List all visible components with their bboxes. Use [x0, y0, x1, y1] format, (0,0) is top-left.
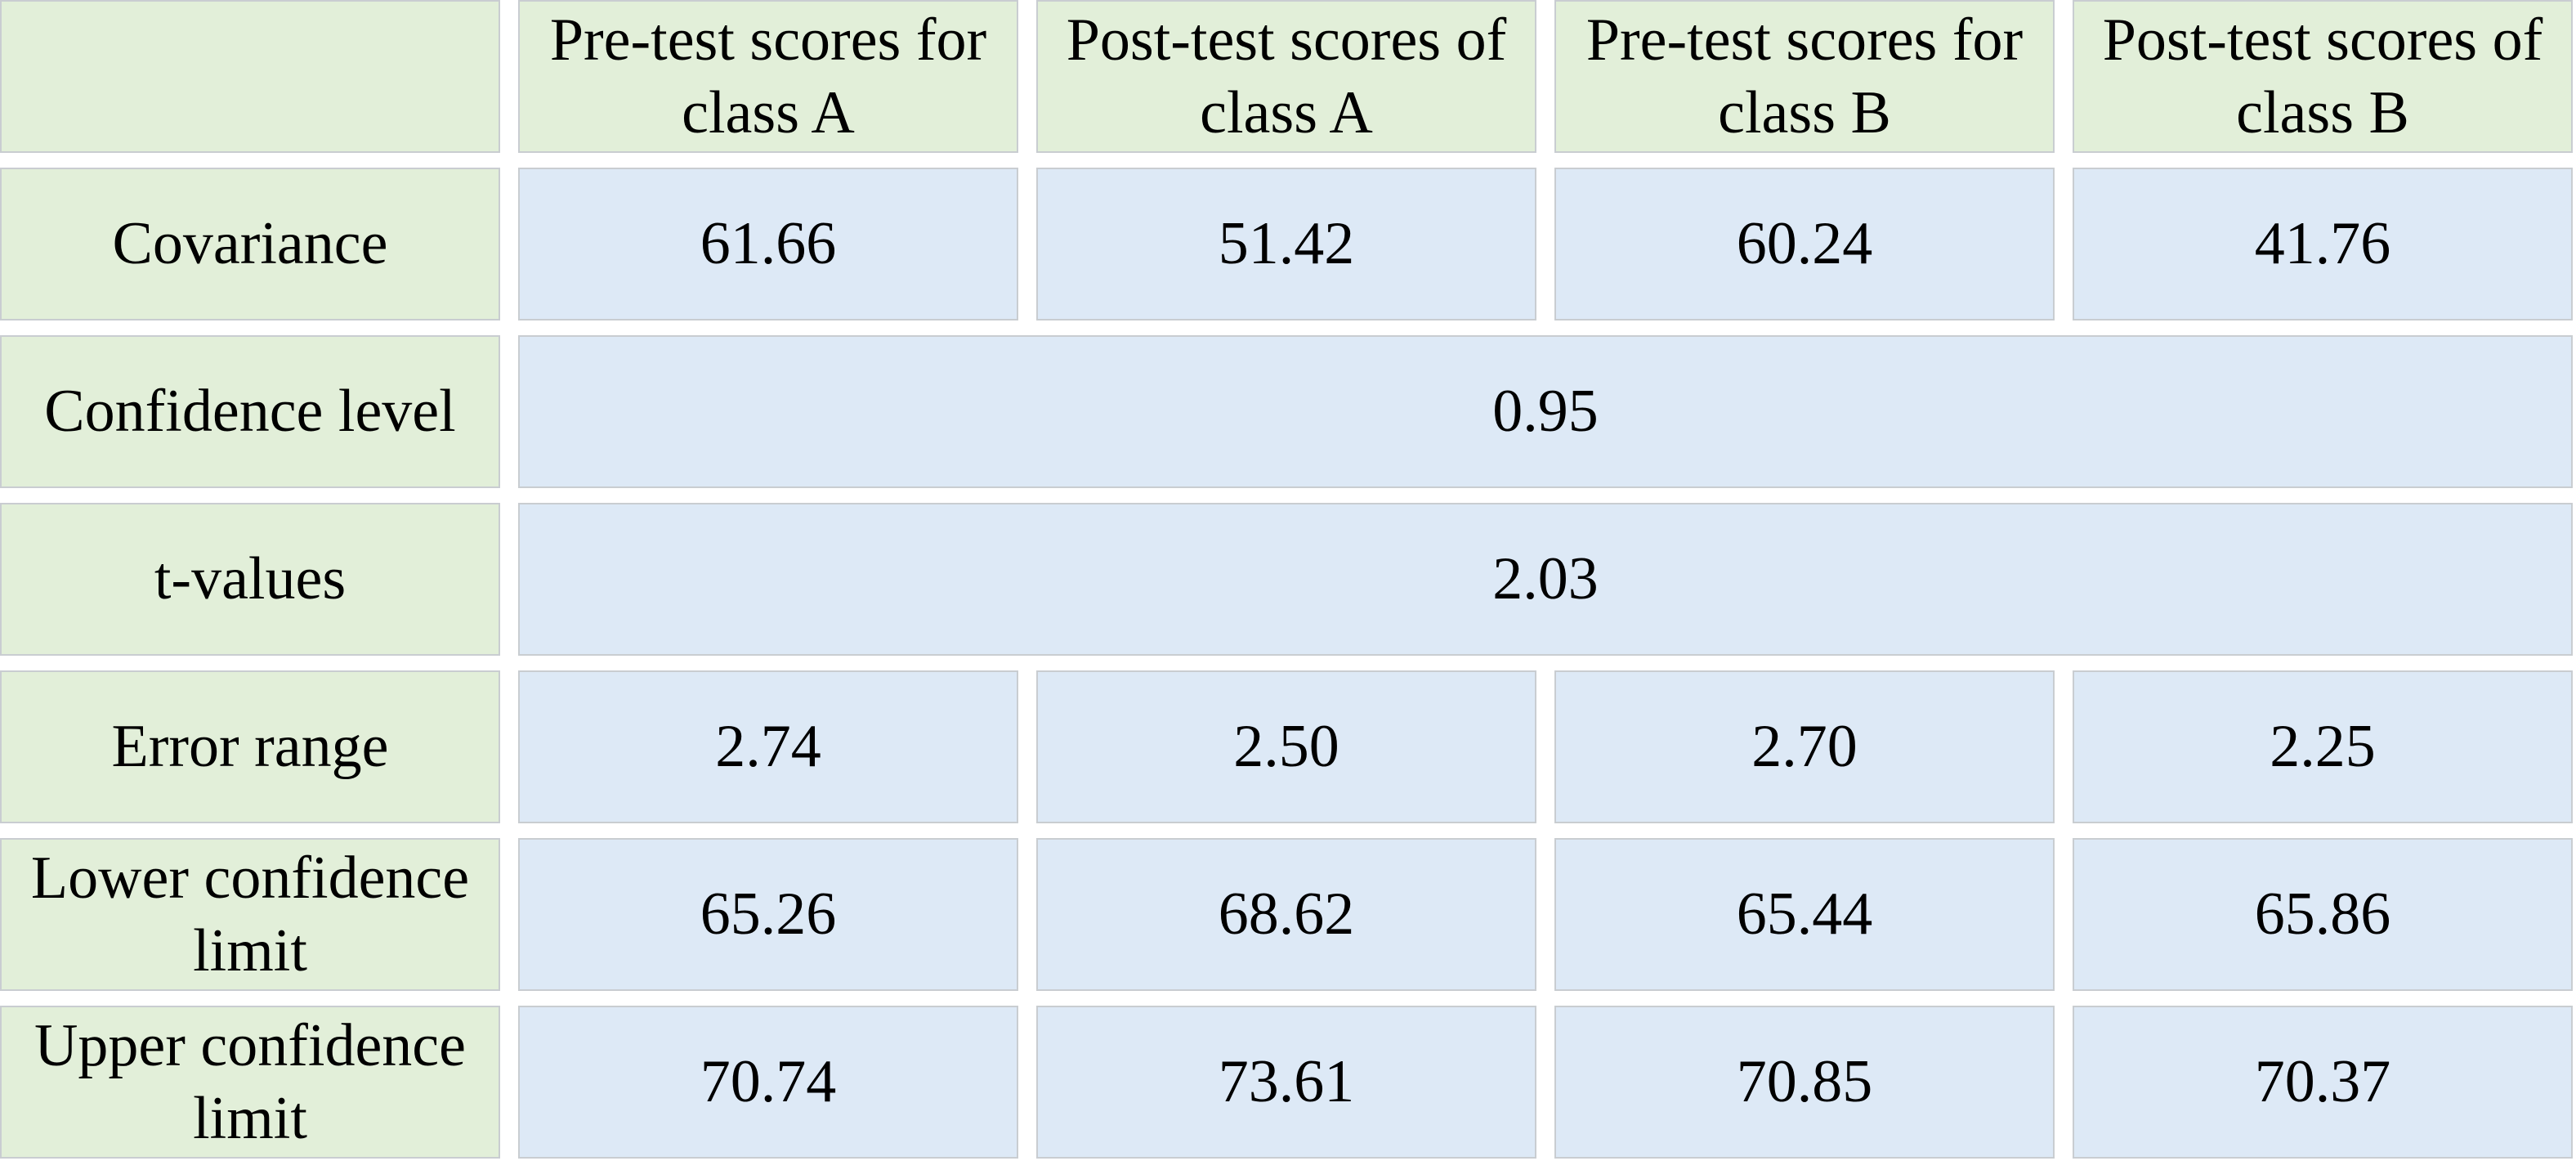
value-cell: 2.50	[1036, 670, 1536, 823]
value-cell: 65.44	[1554, 838, 2055, 991]
value-cell: 41.76	[2073, 168, 2573, 321]
value-cell: 2.74	[518, 670, 1018, 823]
value-cell: 73.61	[1036, 1006, 1536, 1159]
column-header: Pre-test scores for class B	[1554, 0, 2055, 153]
column-header: Post-test scores of class A	[1036, 0, 1536, 153]
column-header: Post-test scores of class B	[2073, 0, 2573, 153]
value-cell: 65.86	[2073, 838, 2573, 991]
corner-cell	[0, 0, 500, 153]
row-label: t-values	[0, 503, 500, 656]
value-cell: 2.25	[2073, 670, 2573, 823]
row-label: Covariance	[0, 168, 500, 321]
row-label: Lower confidence limit	[0, 838, 500, 991]
column-header: Pre-test scores for class A	[518, 0, 1018, 153]
value-cell: 70.74	[518, 1006, 1018, 1159]
value-cell: 51.42	[1036, 168, 1536, 321]
value-cell: 2.70	[1554, 670, 2055, 823]
value-cell: 2.03	[518, 503, 2573, 656]
value-cell: 0.95	[518, 335, 2573, 488]
value-cell: 68.62	[1036, 838, 1536, 991]
value-cell: 70.85	[1554, 1006, 2055, 1159]
value-cell: 61.66	[518, 168, 1018, 321]
value-cell: 65.26	[518, 838, 1018, 991]
row-label: Error range	[0, 670, 500, 823]
value-cell: 60.24	[1554, 168, 2055, 321]
row-label: Confidence level	[0, 335, 500, 488]
value-cell: 70.37	[2073, 1006, 2573, 1159]
row-label: Upper confidence limit	[0, 1006, 500, 1159]
